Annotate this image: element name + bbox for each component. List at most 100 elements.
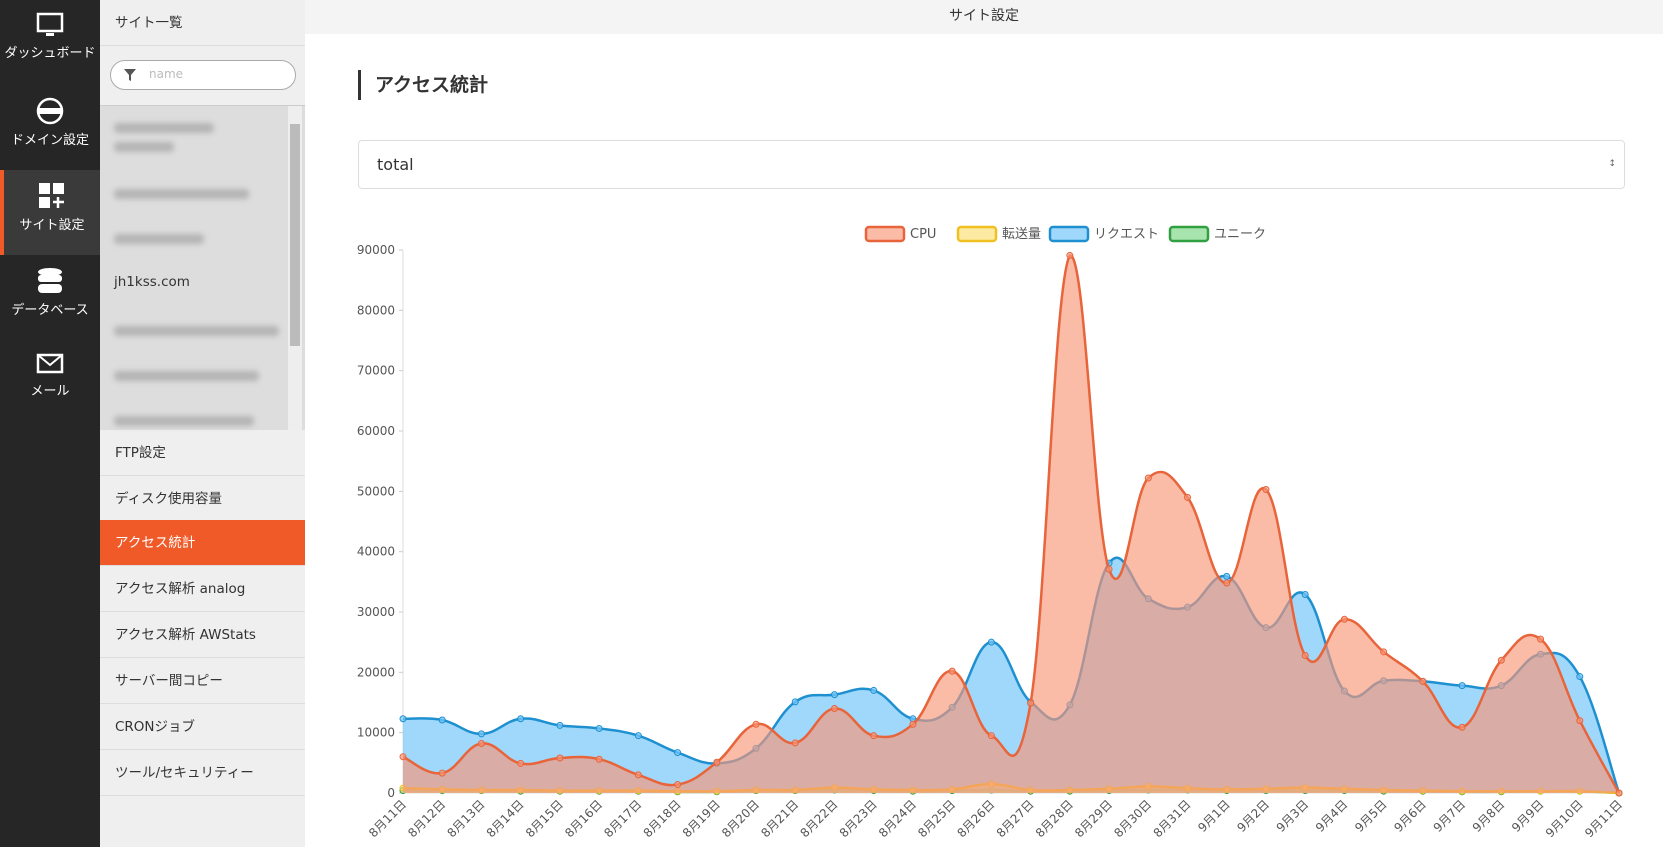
x-tick-label: 8月23日 <box>837 797 880 840</box>
y-tick-label: 30000 <box>357 605 395 619</box>
x-tick-label: 8月29日 <box>1072 797 1115 840</box>
legend-swatch <box>1168 225 1210 243</box>
data-point <box>713 758 721 766</box>
x-tick-label: 9月1日 <box>1195 797 1233 835</box>
data-point <box>1223 572 1231 580</box>
x-tick-label: 8月19日 <box>680 797 723 840</box>
data-point <box>438 769 446 777</box>
menu-item[interactable]: ディスク使用容量 <box>100 476 305 522</box>
data-point <box>399 753 407 761</box>
x-tick-label: 8月24日 <box>876 797 919 840</box>
x-tick-label: 8月12日 <box>405 797 448 840</box>
x-tick-label: 8月31日 <box>1151 797 1194 840</box>
data-point <box>1458 682 1466 690</box>
menu-item[interactable]: アクセス解析 analog <box>100 566 305 612</box>
x-tick-label: 9月9日 <box>1509 797 1547 835</box>
data-point <box>870 686 878 694</box>
menu-item[interactable]: アクセス解析 AWStats <box>100 612 305 658</box>
data-point <box>1066 251 1074 259</box>
x-tick-label: 8月13日 <box>445 797 488 840</box>
y-tick-label: 50000 <box>357 484 395 498</box>
x-tick-label: 8月14日 <box>484 797 527 840</box>
main: サイト設定 アクセス統計 total ↕ 0 10000 20000 30000 4000… <box>305 0 1663 847</box>
data-point <box>987 732 995 740</box>
data-point <box>1105 565 1113 573</box>
nav-bar: ダッシュボード ドメイン設定 サイト設定 データベース メール <box>0 0 100 847</box>
data-point <box>1497 656 1505 664</box>
x-tick-label: 8月11日 <box>366 797 409 840</box>
y-tick-label: 0 <box>387 786 395 800</box>
nav-item[interactable]: メール <box>0 340 100 425</box>
data-point <box>1458 723 1466 731</box>
data-point <box>1223 579 1231 587</box>
menu-item[interactable]: サーバー間コピー <box>100 658 305 704</box>
x-tick-label: 9月5日 <box>1352 797 1390 835</box>
y-tick-label: 20000 <box>357 665 395 679</box>
page-title: アクセス統計 <box>358 70 488 100</box>
y-tick-label: 80000 <box>357 303 395 317</box>
x-tick-label: 9月4日 <box>1313 797 1351 835</box>
data-point <box>1301 651 1309 659</box>
data-point <box>674 781 682 789</box>
data-point <box>1184 493 1192 501</box>
data-point <box>1537 635 1545 643</box>
x-tick-label: 8月30日 <box>1111 797 1154 840</box>
legend-swatch <box>1048 225 1090 243</box>
data-point <box>1027 699 1035 707</box>
data-point <box>634 771 642 779</box>
data-point <box>752 720 760 728</box>
data-point <box>1144 474 1152 482</box>
x-tick-label: 8月16日 <box>562 797 605 840</box>
data-point <box>1576 673 1584 681</box>
data-point <box>909 720 917 728</box>
menu-item[interactable]: ツール/セキュリティー <box>100 750 305 796</box>
x-tick-label: 9月11日 <box>1582 797 1625 840</box>
x-tick-label: 9月6日 <box>1391 797 1429 835</box>
site-list: jh1kss.com <box>100 105 305 430</box>
legend-label: 転送量 <box>1002 227 1041 242</box>
site-item[interactable]: jh1kss.com <box>114 274 190 290</box>
nav-item[interactable]: サイト設定 <box>0 170 100 255</box>
x-tick-label: 8月17日 <box>601 797 644 840</box>
x-tick-label: 9月10日 <box>1543 797 1586 840</box>
nav-label: ダッシュボード <box>4 46 96 61</box>
filter-icon <box>124 69 136 81</box>
area-fill <box>403 255 1619 793</box>
data-point <box>1419 677 1427 685</box>
legend-label: ユニーク <box>1214 227 1266 242</box>
data-point <box>830 705 838 713</box>
x-tick-label: 9月7日 <box>1431 797 1469 835</box>
menu-item[interactable]: アクセス統計 <box>100 520 305 566</box>
data-point <box>1576 717 1584 725</box>
search-box[interactable]: name <box>110 60 296 90</box>
data-point <box>634 732 642 740</box>
data-point <box>1262 486 1270 494</box>
side-panel: サイト一覧 name jh1kss.com FTP設定 ディスク使用容量 アクセ… <box>100 0 305 847</box>
menu-item[interactable]: FTP設定 <box>100 430 305 476</box>
data-point <box>948 667 956 675</box>
select-box[interactable]: total ↕ <box>358 140 1625 189</box>
x-tick-label: 8月18日 <box>641 797 684 840</box>
header-title: サイト設定 <box>305 0 1663 34</box>
y-tick-label: 10000 <box>357 726 395 740</box>
nav-label: サイト設定 <box>19 218 85 233</box>
legend-label: リクエスト <box>1094 227 1159 242</box>
scrollbar[interactable] <box>288 106 302 430</box>
x-tick-label: 8月21日 <box>758 797 801 840</box>
legend-swatch <box>956 225 998 243</box>
nav-item[interactable]: データベース <box>0 255 100 340</box>
legend-label: CPU <box>910 227 936 242</box>
chart: 0 10000 20000 30000 40000 50000 60000 70000 8000… <box>357 225 1625 840</box>
data-point <box>870 732 878 740</box>
nav-item[interactable]: ドメイン設定 <box>0 85 100 170</box>
data-point <box>438 716 446 724</box>
data-point <box>1340 615 1348 623</box>
nav-item[interactable]: ダッシュボード <box>0 0 100 85</box>
data-point <box>1380 648 1388 656</box>
nav-label: メール <box>30 384 70 399</box>
search-placeholder: name <box>149 67 184 81</box>
data-point <box>595 724 603 732</box>
menu-item[interactable]: CRONジョブ <box>100 704 305 750</box>
legend-swatch <box>864 225 906 243</box>
x-tick-label: 8月26日 <box>954 797 997 840</box>
